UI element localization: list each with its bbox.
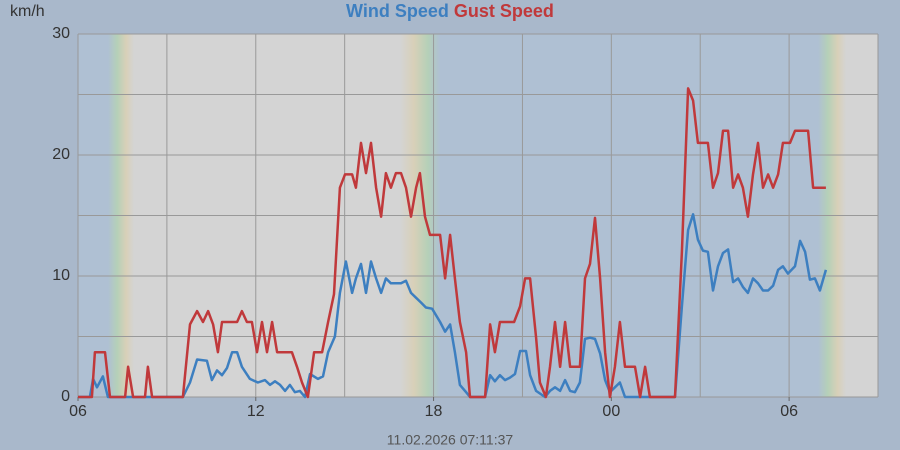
y-tick-label: 10 <box>52 267 70 284</box>
legend-entry: Gust Speed <box>454 1 554 21</box>
x-tick-label: 00 <box>602 403 620 420</box>
x-tick-label: 18 <box>425 403 443 420</box>
x-tick-label: 12 <box>247 403 265 420</box>
x-tick-label: 06 <box>69 403 87 420</box>
legend-entry: Wind Speed <box>346 1 449 21</box>
chart-title: Wind Speed Gust Speed <box>346 1 554 21</box>
footer-timestamp: 11.02.2026 07:11:37 <box>387 432 514 448</box>
series-line <box>78 87 826 399</box>
y-tick-label: 30 <box>52 25 70 42</box>
y-axis-label: km/h <box>10 3 45 20</box>
y-tick-label: 0 <box>61 388 70 405</box>
x-tick-label: 06 <box>780 403 798 420</box>
y-tick-label: 20 <box>52 146 70 163</box>
